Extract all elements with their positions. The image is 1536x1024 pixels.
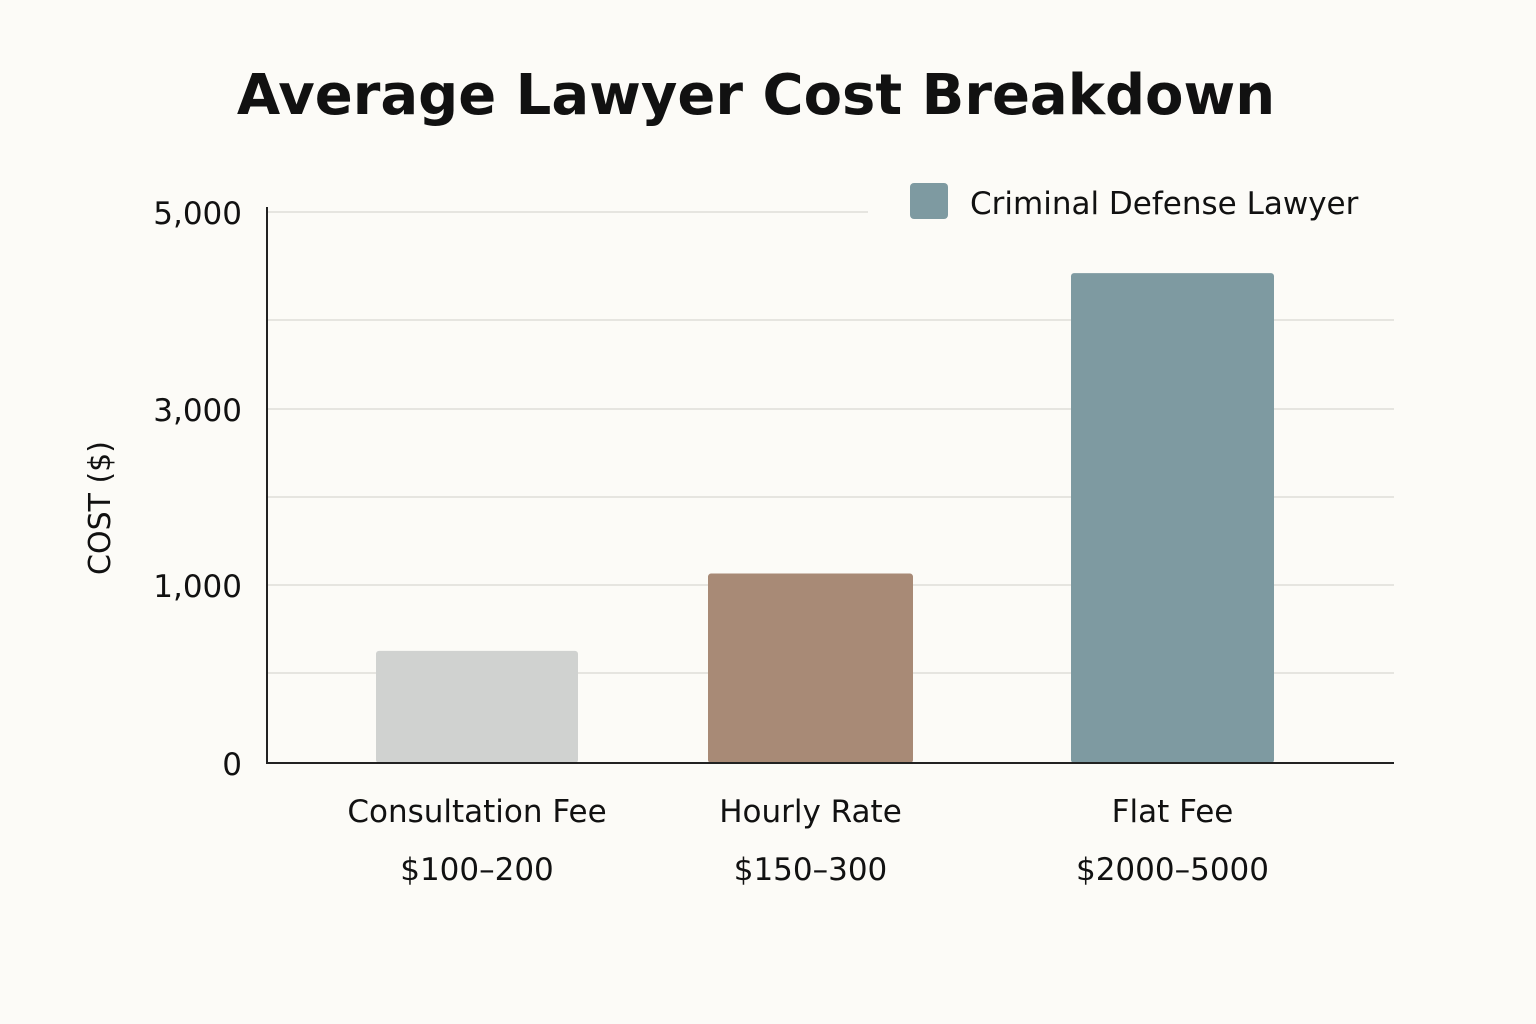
bar-flat-fee (1071, 273, 1274, 763)
x-category-label: Flat Fee (1112, 794, 1234, 830)
legend: Criminal Defense Lawyer (910, 183, 1359, 222)
x-category-range: $100–200 (400, 852, 554, 888)
bar-hourly-rate (708, 573, 913, 763)
legend-label: Criminal Defense Lawyer (970, 186, 1359, 222)
x-category-label: Consultation Fee (347, 794, 606, 830)
x-category-range: $2000–5000 (1076, 852, 1269, 888)
bars (376, 273, 1274, 763)
chart-title: Average Lawyer Cost Breakdown (237, 63, 1275, 128)
y-tick-label: 1,000 (153, 569, 242, 605)
y-axis-label: COST ($) (83, 441, 118, 575)
x-category-labels: Consultation Fee $100–200 Hourly Rate $150–… (347, 794, 1269, 888)
legend-swatch (910, 183, 948, 219)
y-tick-label: 0 (222, 747, 242, 783)
x-category-range: $150–300 (734, 852, 888, 888)
y-tick-labels: 0 1,000 3,000 5,000 (153, 196, 242, 783)
y-tick-label: 3,000 (153, 393, 242, 429)
x-category-label: Hourly Rate (719, 794, 902, 830)
y-tick-label: 5,000 (153, 196, 242, 232)
bar-consultation-fee (376, 650, 578, 763)
